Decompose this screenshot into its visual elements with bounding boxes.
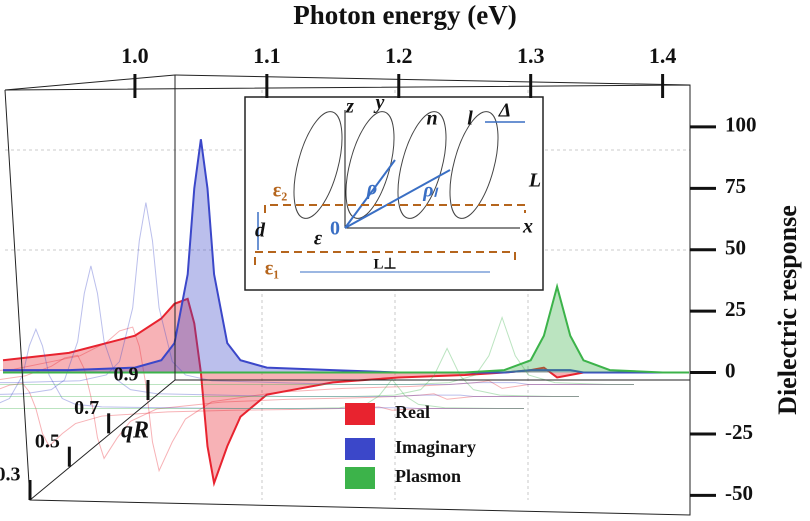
inset-label: Δ xyxy=(498,100,512,122)
surface-slice xyxy=(0,315,634,386)
inset-label: d xyxy=(255,220,266,242)
y-tick-label: 0 xyxy=(725,358,736,382)
y-tick-label: 100 xyxy=(725,113,757,137)
x-tick-label: 1.1 xyxy=(253,43,281,68)
x-tick-label: 1.4 xyxy=(649,43,677,68)
inset-label: ρₗ xyxy=(422,180,438,202)
y-tick-label: -25 xyxy=(725,420,753,444)
inset-label: ε xyxy=(314,228,323,250)
x-tick-label: 1.2 xyxy=(385,43,413,68)
surface-slice xyxy=(0,347,579,398)
legend-label: Real xyxy=(395,402,430,422)
y-tick-label: 50 xyxy=(725,236,746,260)
y-tick-label: 25 xyxy=(725,297,746,321)
x-axis-title: Photon energy (eV) xyxy=(293,0,516,30)
z-axis-title: qR xyxy=(121,418,149,444)
y-tick-label: 75 xyxy=(725,174,746,198)
inset-label: L⊥ xyxy=(373,256,396,272)
z-tick-label: 0.3 xyxy=(0,464,21,486)
y-axis-title: Dielectric response xyxy=(773,205,802,415)
inset-label: y xyxy=(374,92,385,114)
inset-label: ε₂ xyxy=(273,180,288,202)
y-tick-label: -50 xyxy=(725,481,753,505)
surface-slice xyxy=(0,265,579,398)
inset-label: ε₁ xyxy=(265,258,280,280)
surface-slice xyxy=(0,382,524,447)
inset-label: z xyxy=(345,96,354,118)
inset-label: L xyxy=(528,170,541,192)
surface-fill xyxy=(3,286,689,373)
legend-label: Plasmon xyxy=(395,466,461,486)
z-tick-label: 0.9 xyxy=(114,364,139,386)
x-tick-label: 1.0 xyxy=(121,43,149,68)
z-tick-label: 0.7 xyxy=(74,397,99,419)
surface-slice xyxy=(0,326,634,473)
surface-slice xyxy=(0,202,634,386)
inset xyxy=(244,96,544,291)
legend xyxy=(345,403,375,489)
inset-label: l xyxy=(467,108,473,130)
surface-slice xyxy=(0,327,524,410)
surface-slice xyxy=(0,378,524,410)
inset-label: x xyxy=(522,216,533,238)
surface-slice xyxy=(0,354,579,460)
inset-label: ρ xyxy=(366,178,377,200)
x-tick-label: 1.3 xyxy=(517,43,545,68)
inset-label: 0 xyxy=(330,218,340,240)
z-tick-label: 0.5 xyxy=(35,430,60,452)
legend-label: Imaginary xyxy=(395,437,476,457)
inset-label: n xyxy=(426,108,437,130)
box xyxy=(4,74,691,516)
